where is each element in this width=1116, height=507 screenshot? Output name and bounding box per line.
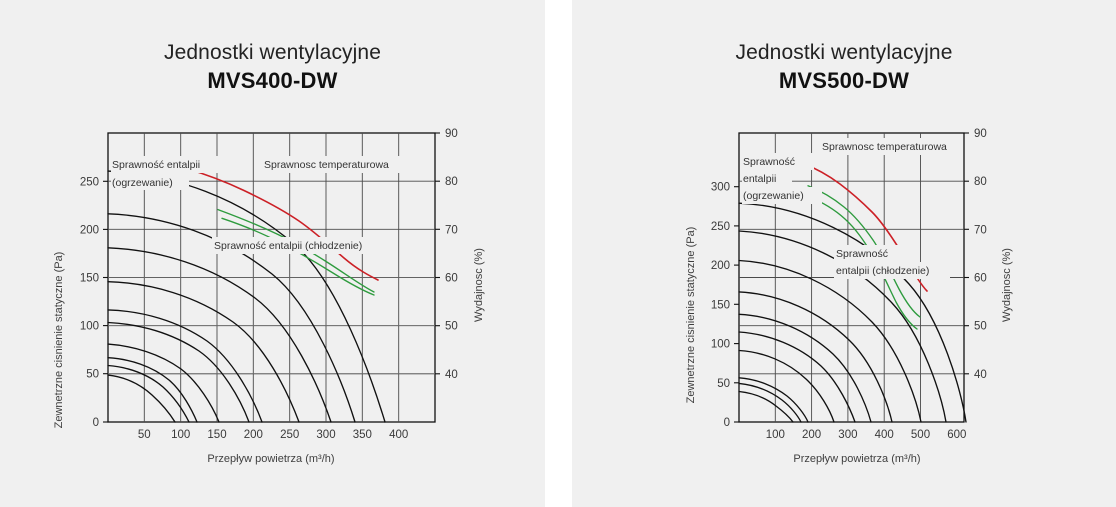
annotation-enthalpy-heating-line2: entalpii xyxy=(743,173,776,185)
annotation-temperature-text: Sprawnosc temperaturowa xyxy=(264,159,389,171)
page-title-line1: Jednostki wentylacyjne xyxy=(164,41,381,64)
x-tick-200: 200 xyxy=(802,429,821,441)
y-right-tick-80: 80 xyxy=(445,176,458,188)
fan-curve-family xyxy=(107,170,386,423)
page-title-model-right: MVS500-DW xyxy=(778,67,910,93)
y-right-tick-40: 40 xyxy=(974,369,987,381)
x-tick-500: 500 xyxy=(911,429,930,441)
y-axis-right: 90 80 70 60 50 40 xyxy=(964,128,987,381)
y-left-tick-150: 150 xyxy=(80,273,99,285)
y-left-tick-50: 50 xyxy=(86,369,99,381)
y-left-tick-100: 100 xyxy=(80,321,99,333)
y-left-tick-200: 200 xyxy=(711,260,730,272)
page-title-model: MVS400-DW xyxy=(207,67,338,93)
page-title-line1-right: Jednostki wentylacyjne xyxy=(735,41,953,64)
x-tick-400: 400 xyxy=(389,429,408,441)
annotation-enthalpy-cooling: Sprawność entalpii (chłodzenie) xyxy=(212,237,378,254)
y-axis-right-title: Wydajnosc (%) xyxy=(473,248,485,322)
y-axis-left-title: Zewnetrzne cisnienie statyczne (Pa) xyxy=(685,227,697,404)
y-right-tick-70: 70 xyxy=(445,224,458,236)
chart-mvs400: Sprawność entalpii (ogrzewanie) Sprawnos… xyxy=(0,110,545,480)
y-left-tick-0: 0 xyxy=(93,417,99,429)
y-right-tick-60: 60 xyxy=(445,273,458,285)
y-right-tick-80: 80 xyxy=(974,176,987,188)
y-right-tick-70: 70 xyxy=(974,224,987,236)
pressure-gridlines xyxy=(108,277,435,375)
panel-mvs500: Jednostki wentylacyjne MVS500-DW xyxy=(572,0,1116,507)
annotation-enthalpy-cooling-line2: entalpii (chłodzenie) xyxy=(836,265,929,277)
chart-svg-mvs500: Sprawność entalpii (ogrzewanie) Sprawnos… xyxy=(685,128,1013,465)
y-left-tick-250: 250 xyxy=(80,176,99,188)
x-tick-100: 100 xyxy=(766,429,785,441)
chart-mvs500: Sprawność entalpii (ogrzewanie) Sprawnos… xyxy=(572,110,1116,480)
annotation-temperature-text: Sprawnosc temperaturowa xyxy=(822,141,947,153)
x-tick-200: 200 xyxy=(244,429,263,441)
annotation-enthalpy-cooling: Sprawność entalpii (chłodzenie) xyxy=(834,245,950,279)
annotation-enthalpy-heating: Sprawność entalpii (ogrzewanie) xyxy=(742,153,822,204)
annotation-enthalpy-heating: Sprawność entalpii (ogrzewanie) xyxy=(111,156,229,190)
panel-title-mvs500: Jednostki wentylacyjne MVS500-DW xyxy=(572,40,1116,95)
annotation-enthalpy-heating-line1: Sprawność xyxy=(743,156,795,168)
enthalpy-cooling-curve xyxy=(221,217,375,296)
x-tick-600: 600 xyxy=(947,429,966,441)
y-right-tick-50: 50 xyxy=(974,321,987,333)
x-tick-300: 300 xyxy=(838,429,857,441)
enthalpy-heating-curve xyxy=(807,185,921,318)
chart-svg-mvs400: Sprawność entalpii (ogrzewanie) Sprawnos… xyxy=(53,128,485,465)
fan-curve-family xyxy=(738,202,967,423)
x-axis-title: Przepływ powietrza (m³/h) xyxy=(207,453,334,465)
y-left-tick-300: 300 xyxy=(711,182,730,194)
y-left-tick-0: 0 xyxy=(724,417,730,429)
x-tick-350: 350 xyxy=(353,429,372,441)
x-tick-50: 50 xyxy=(138,429,151,441)
panel-mvs400: Jednostki wentylacyjne MVS400-DW xyxy=(0,0,545,507)
x-tick-250: 250 xyxy=(280,429,299,441)
y-left-tick-150: 150 xyxy=(711,299,730,311)
y-right-tick-60: 60 xyxy=(974,273,987,285)
y-right-tick-50: 50 xyxy=(445,321,458,333)
x-axis-title: Przepływ powietrza (m³/h) xyxy=(793,453,920,465)
x-tick-300: 300 xyxy=(316,429,335,441)
temperature-efficiency-curve xyxy=(185,167,379,281)
x-axis: 100 200 300 400 500 600 xyxy=(766,429,967,441)
panel-title-mvs400: Jednostki wentylacyjne MVS400-DW xyxy=(0,40,545,95)
y-axis-left-title: Zewnetrzne cisnienie statyczne (Pa) xyxy=(53,252,65,429)
y-right-tick-40: 40 xyxy=(445,369,458,381)
annotation-enthalpy-heating-line2: (ogrzewanie) xyxy=(112,177,173,189)
annotation-enthalpy-cooling-text: Sprawność entalpii (chłodzenie) xyxy=(214,240,362,252)
y-axis-right: 90 80 70 60 50 40 xyxy=(435,128,458,381)
x-tick-400: 400 xyxy=(875,429,894,441)
annotation-temperature: Sprawnosc temperaturowa xyxy=(262,156,402,173)
annotation-temperature: Sprawnosc temperaturowa xyxy=(820,138,961,155)
annotation-enthalpy-heating-line3: (ogrzewanie) xyxy=(743,190,804,202)
y-left-tick-200: 200 xyxy=(80,224,99,236)
y-right-tick-90: 90 xyxy=(445,128,458,140)
y-axis-left: 0 50 100 150 200 250 300 xyxy=(711,182,739,429)
x-tick-100: 100 xyxy=(171,429,190,441)
y-left-tick-100: 100 xyxy=(711,339,730,351)
annotation-enthalpy-cooling-line1: Sprawność xyxy=(836,248,888,260)
x-tick-150: 150 xyxy=(207,429,226,441)
y-left-tick-250: 250 xyxy=(711,221,730,233)
y-right-tick-90: 90 xyxy=(974,128,987,140)
x-axis: 50 100 150 200 250 300 350 400 xyxy=(138,429,408,441)
annotation-enthalpy-heating-line1: Sprawność entalpii xyxy=(112,159,200,171)
y-left-tick-50: 50 xyxy=(717,378,730,390)
y-axis-left: 0 50 100 150 200 250 xyxy=(80,176,108,429)
y-axis-right-title: Wydajnosc (%) xyxy=(1001,248,1013,322)
